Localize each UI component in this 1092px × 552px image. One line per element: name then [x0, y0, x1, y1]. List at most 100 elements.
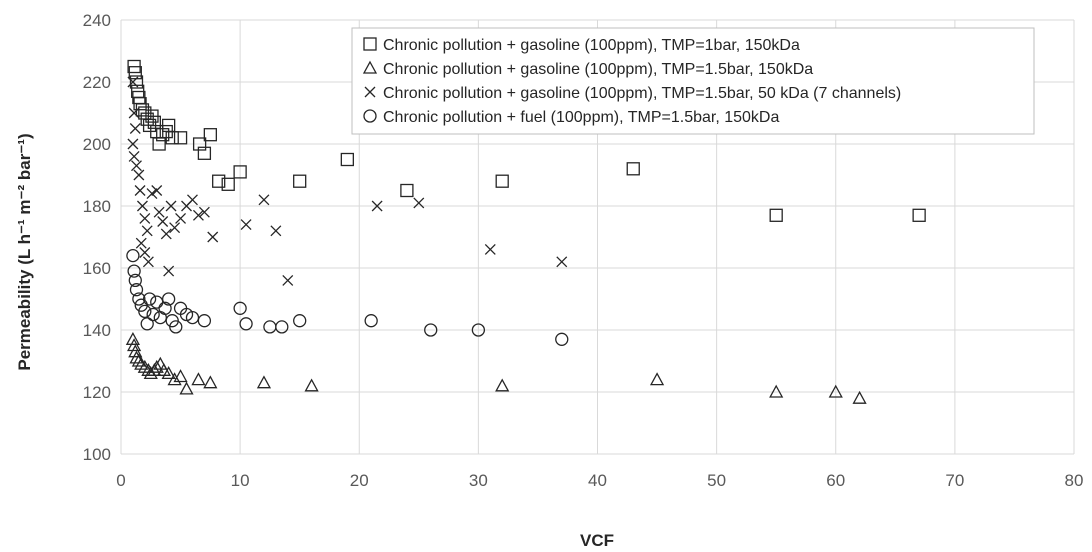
data-point-cross: [129, 123, 141, 134]
data-point-circle: [185, 310, 200, 325]
x-tick-label: 20: [350, 471, 369, 490]
y-tick-label: 100: [83, 445, 111, 464]
y-tick-label: 240: [83, 11, 111, 30]
data-point-square: [173, 131, 188, 145]
data-point-cross: [282, 274, 294, 286]
data-point-triangle: [179, 381, 194, 395]
data-point-square: [221, 177, 235, 191]
x-tick-label: 60: [826, 471, 845, 490]
data-point-triangle: [304, 378, 319, 392]
data-point-square: [129, 75, 144, 89]
data-point-circle: [471, 323, 486, 337]
data-point-triangle: [153, 356, 168, 370]
data-point-cross: [128, 150, 140, 162]
data-point-square: [293, 174, 307, 188]
data-point-cross: [151, 185, 163, 196]
data-point-circle: [364, 314, 378, 328]
data-point-circle: [158, 301, 172, 315]
data-point-square: [340, 152, 354, 167]
data-point-square: [203, 128, 217, 142]
y-tick-label: 180: [83, 197, 111, 216]
legend-marker-triangle: [362, 60, 378, 74]
data-point-cross: [128, 107, 140, 119]
data-point-triangle: [149, 359, 164, 373]
data-point-cross: [175, 212, 187, 224]
data-point-circle: [153, 310, 167, 325]
data-point-cross: [258, 194, 270, 206]
data-point-cross: [413, 197, 425, 209]
y-tick-label: 200: [83, 135, 111, 154]
legend-entry-4: Chronic pollution + fuel (100ppm), TMP=1…: [363, 109, 779, 126]
data-point-cross: [139, 247, 151, 258]
data-point-cross: [142, 256, 154, 268]
data-point-circle: [233, 301, 247, 315]
data-point-triangle: [128, 344, 143, 358]
data-point-circle: [165, 314, 179, 328]
data-point-circle: [150, 295, 164, 309]
legend-label: Chronic pollution + gasoline (100ppm), T…: [383, 61, 813, 78]
data-point-cross: [192, 209, 204, 221]
legend-marker-cross: [364, 86, 376, 98]
data-point-triangle: [828, 384, 843, 398]
data-point-circle: [138, 304, 152, 319]
data-point-cross: [133, 169, 145, 181]
data-point-square: [212, 174, 226, 188]
data-point-square: [626, 162, 640, 176]
series-1-square: [127, 59, 926, 222]
data-point-triangle: [852, 390, 867, 404]
series-4-circle: [126, 248, 569, 346]
data-point-square: [152, 137, 166, 151]
data-point-cross: [556, 256, 568, 268]
data-point-square: [165, 131, 179, 145]
data-points: [125, 59, 926, 404]
data-point-circle: [424, 323, 438, 337]
data-point-triangle: [256, 375, 272, 389]
data-point-triangle: [769, 384, 784, 398]
data-point-square: [233, 165, 247, 179]
data-point-square: [197, 146, 212, 160]
data-point-triangle: [495, 378, 510, 392]
data-point-circle: [129, 283, 144, 297]
data-point-circle: [128, 273, 142, 288]
data-point-square: [400, 183, 414, 198]
data-point-triangle: [173, 369, 188, 383]
data-point-triangle: [127, 338, 142, 352]
data-point-circle: [142, 292, 157, 306]
y-axis-title: Permeability (L h⁻¹ m⁻² bar⁻¹): [15, 133, 34, 370]
data-point-triangle: [203, 375, 218, 389]
x-axis-tick-labels: 0 10 20 30 40 50 60 70 80: [116, 471, 1083, 490]
data-point-circle: [239, 317, 253, 331]
data-point-cross: [207, 231, 219, 243]
data-point-cross: [127, 138, 139, 150]
data-point-circle: [293, 314, 307, 328]
x-tick-label: 10: [231, 471, 250, 490]
legend-entry-1: Chronic pollution + gasoline (100ppm), T…: [363, 37, 800, 54]
data-point-circle: [169, 320, 183, 334]
data-point-triangle: [649, 372, 665, 386]
legend-entry-2: Chronic pollution + gasoline (100ppm), T…: [362, 60, 813, 78]
data-point-circle: [161, 292, 176, 306]
data-point-cross: [169, 222, 181, 234]
data-point-cross: [484, 243, 496, 255]
data-point-square: [147, 115, 162, 129]
x-tick-label: 40: [588, 471, 607, 490]
legend: Chronic pollution + gasoline (100ppm), T…: [351, 27, 1035, 135]
legend-label: Chronic pollution + gasoline (100ppm), T…: [383, 85, 901, 102]
legend-label: Chronic pollution + gasoline (100ppm), T…: [383, 37, 800, 54]
legend-marker-square: [363, 37, 377, 51]
data-point-circle: [555, 332, 569, 346]
legend-label: Chronic pollution + fuel (100ppm), TMP=1…: [383, 109, 779, 126]
data-point-triangle: [191, 372, 206, 386]
data-point-circle: [197, 314, 212, 328]
data-point-cross: [134, 185, 146, 196]
data-point-circle: [140, 317, 154, 331]
data-point-cross: [139, 212, 151, 224]
data-point-cross: [371, 200, 383, 212]
data-point-cross: [135, 237, 147, 249]
y-axis-tick-labels: 100 120 140 160 180 200 220 240: [83, 11, 111, 464]
data-point-circle: [127, 264, 141, 278]
data-point-circle: [146, 307, 160, 322]
x-tick-label: 70: [945, 471, 964, 490]
data-point-circle: [275, 320, 289, 334]
